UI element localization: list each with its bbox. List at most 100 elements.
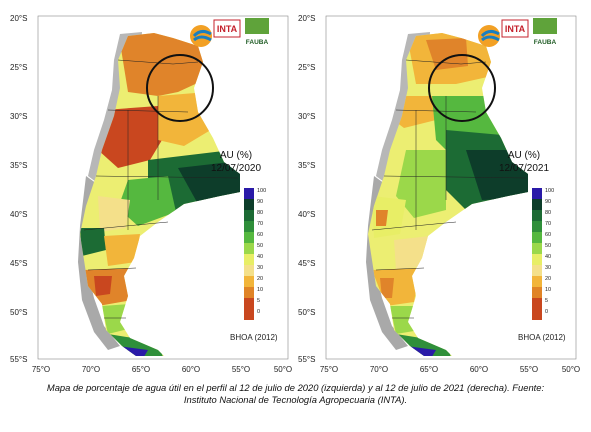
lat-label: 40°S	[298, 210, 315, 219]
caption-line-1: Mapa de porcentaje de agua útil en el pe…	[46, 382, 545, 393]
legend-swatch	[532, 188, 542, 199]
latitude-labels: 20°S 25°S 30°S 35°S 40°S 45°S 50°S 55°S	[298, 14, 315, 364]
legend-swatch	[244, 210, 254, 221]
legend-swatch	[244, 265, 254, 276]
legend-tick-label: 0	[545, 309, 548, 315]
legend-tick-label: 70	[257, 221, 263, 227]
lat-label: 20°S	[10, 14, 27, 23]
legend-swatch	[532, 287, 542, 298]
lon-label: 60°O	[182, 365, 200, 374]
lat-label: 55°S	[298, 355, 315, 364]
lon-label: 75°O	[320, 365, 338, 374]
legend-tick-label: 90	[545, 199, 551, 205]
legend-swatch	[244, 254, 254, 265]
legend-tick-label: 80	[257, 210, 263, 216]
lat-label: 55°S	[10, 355, 27, 364]
legend-swatch	[244, 309, 254, 320]
legend-swatch	[532, 309, 542, 320]
map-panel-2020: 20°S 25°S 30°S 35°S 40°S 45°S 50°S 55°S …	[8, 0, 293, 378]
legend-tick-label: 40	[257, 254, 263, 260]
source-label: BHOA (2012)	[518, 333, 566, 342]
legend-swatch	[532, 221, 542, 232]
legend-tick-label: 5	[545, 298, 548, 304]
swirl-logo-icon	[190, 25, 212, 47]
lon-label: 50°O	[562, 365, 580, 374]
legend-tick-label: 30	[257, 265, 263, 271]
lat-label: 45°S	[10, 259, 27, 268]
lon-label: 70°O	[82, 365, 100, 374]
latitude-labels: 20°S 25°S 30°S 35°S 40°S 45°S 50°S 55°S	[10, 14, 27, 364]
legend-swatch	[532, 243, 542, 254]
longitude-labels: 75°O 70°O 65°O 60°O 55°O 50°O	[320, 365, 580, 374]
legend-swatch	[532, 210, 542, 221]
legend-date: 12/07/2021	[499, 163, 549, 174]
logo-group: INTA FAUBA	[190, 18, 269, 47]
legend-tick-label: 20	[545, 276, 551, 282]
longitude-labels: 75°O 70°O 65°O 60°O 55°O 50°O	[32, 365, 292, 374]
lon-label: 55°O	[232, 365, 250, 374]
map-figure-2020: 20°S 25°S 30°S 35°S 40°S 45°S 50°S 55°S …	[10, 14, 292, 374]
lon-label: 50°O	[274, 365, 292, 374]
source-label: BHOA (2012)	[230, 333, 278, 342]
fauba-logo-icon	[245, 18, 269, 34]
legend-tick-label: 50	[257, 243, 263, 249]
legend-date: 12/07/2020	[211, 163, 261, 174]
lat-label: 45°S	[298, 259, 315, 268]
fauba-logo-text: FAUBA	[246, 39, 269, 46]
inta-logo-text: INTA	[505, 24, 526, 34]
legend-swatch	[532, 254, 542, 265]
logo-group: INTA FAUBA	[478, 18, 557, 47]
legend-swatch	[244, 298, 254, 309]
legend-tick-label: 10	[257, 287, 263, 293]
inta-logo-box	[213, 19, 241, 38]
province-borders	[371, 59, 527, 319]
legend-swatch	[244, 199, 254, 210]
lon-label: 60°O	[470, 365, 488, 374]
inta-logo-text: INTA	[217, 24, 238, 34]
legend-title: AU (%)	[220, 150, 252, 161]
caption-line-2: Instituto Nacional de Tecnología Agropec…	[183, 394, 408, 405]
lat-label: 30°S	[298, 112, 315, 121]
fauba-logo-text: FAUBA	[534, 39, 557, 46]
lat-label: 35°S	[10, 161, 27, 170]
legend-tick-label: 70	[545, 221, 551, 227]
lat-label: 30°S	[10, 112, 27, 121]
lat-label: 40°S	[10, 210, 27, 219]
legend-swatch	[244, 188, 254, 199]
legend-tick-label: 90	[257, 199, 263, 205]
lon-label: 75°O	[32, 365, 50, 374]
legend-tick-label: 10	[545, 287, 551, 293]
lat-label: 50°S	[10, 308, 27, 317]
legend-tick-label: 0	[257, 309, 260, 315]
legend-tick-label: 40	[545, 254, 551, 260]
inta-logo-box	[501, 19, 529, 38]
fauba-logo-icon	[533, 18, 557, 34]
lat-label: 25°S	[298, 63, 315, 72]
legend-swatch	[532, 265, 542, 276]
legend-tick-label: 100	[545, 188, 554, 194]
map-figure-2021: 20°S 25°S 30°S 35°S 40°S 45°S 50°S 55°S …	[298, 14, 580, 374]
lat-label: 20°S	[298, 14, 315, 23]
legend-swatch	[532, 232, 542, 243]
legend-swatch	[244, 287, 254, 298]
lon-label: 65°O	[420, 365, 438, 374]
legend-tick-label: 50	[545, 243, 551, 249]
swirl-logo-icon	[478, 25, 500, 47]
legend-swatch	[244, 276, 254, 287]
legend-tick-label: 60	[545, 232, 551, 238]
legend-tick-label: 5	[257, 298, 260, 304]
lat-label: 50°S	[298, 308, 315, 317]
legend-swatch	[532, 298, 542, 309]
legend-tick-label: 100	[257, 188, 266, 194]
province-borders	[83, 59, 239, 319]
legend-swatch	[532, 199, 542, 210]
region-highlight-circle	[428, 54, 496, 122]
legend-tick-label: 20	[257, 276, 263, 282]
lon-label: 55°O	[520, 365, 538, 374]
region-highlight-circle	[146, 54, 214, 122]
lat-label: 25°S	[10, 63, 27, 72]
legend-title: AU (%)	[508, 150, 540, 161]
legend-swatch	[244, 221, 254, 232]
